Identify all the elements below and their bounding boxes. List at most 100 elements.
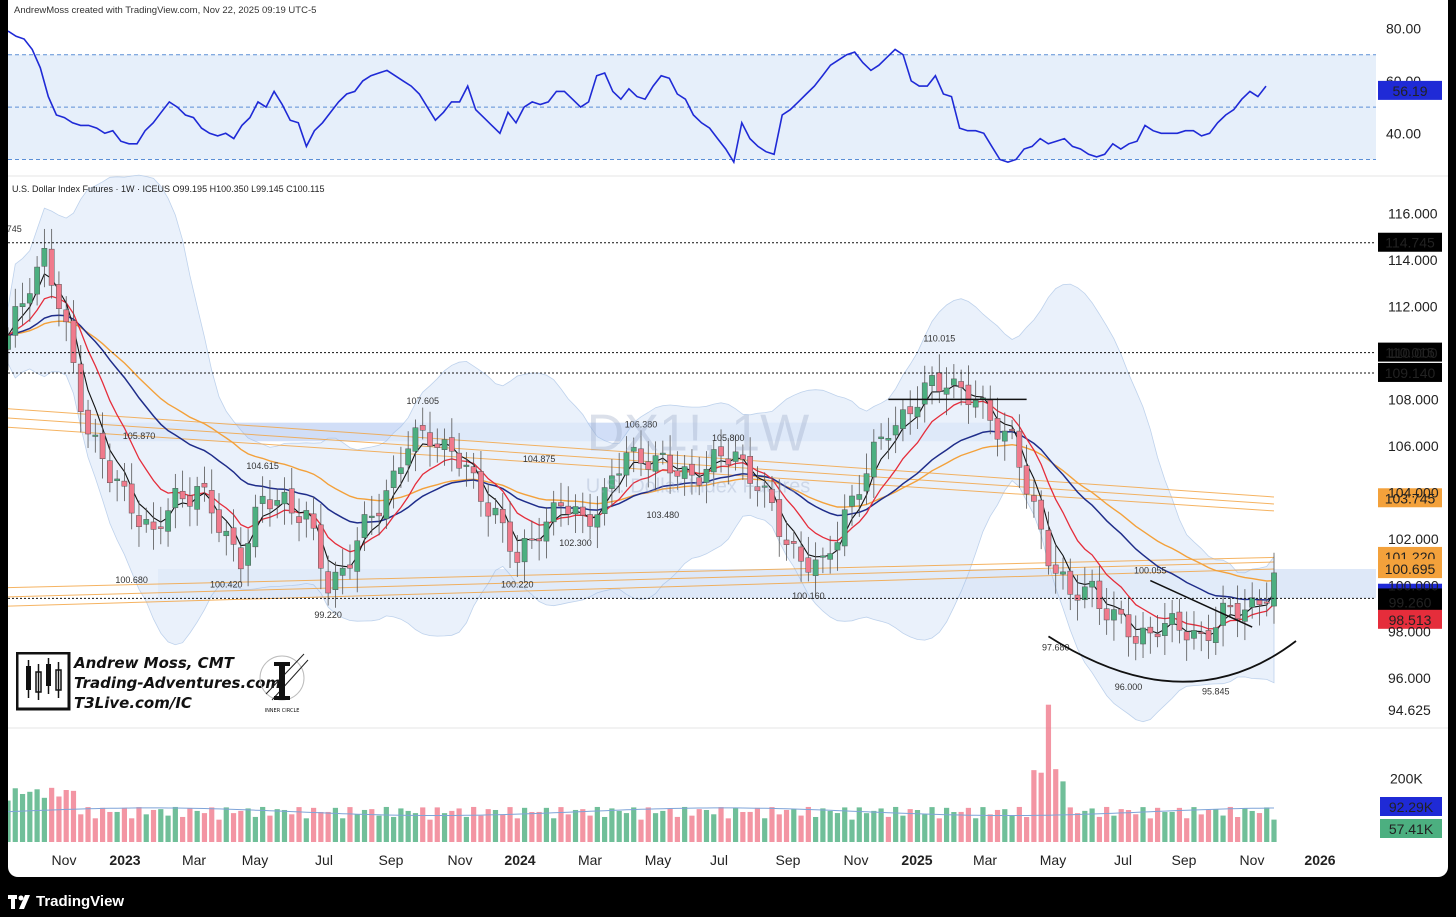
volume-bar [420, 807, 426, 842]
volume-bar [951, 812, 957, 842]
candle-body [696, 477, 703, 486]
price-y-tick: 116.000 [1388, 206, 1438, 222]
inner-circle-caption: INNER CIRCLE [265, 708, 300, 714]
volume-bar [1140, 807, 1146, 842]
volume-bar [325, 811, 331, 842]
candle-body [1096, 580, 1103, 609]
volume-bar [936, 818, 942, 842]
price-annotation: 104.875 [523, 454, 556, 464]
price-y-tick: 106.000 [1388, 438, 1439, 454]
candle-body [827, 553, 834, 560]
volume-bar [922, 814, 928, 842]
price-annotation: 105.870 [123, 431, 156, 441]
volume-bar [492, 809, 499, 842]
candle-body [776, 499, 783, 537]
price-y-tick: 100.000 [1388, 577, 1439, 593]
candle-body [485, 502, 492, 517]
volume-bar [1125, 810, 1132, 842]
price-annotation: 105.800 [712, 433, 745, 443]
volume-bar [347, 807, 353, 842]
chart-panel[interactable]: 80.0060.0040.0056.19114.745110.015109.14… [8, 0, 1448, 877]
candle-body [514, 551, 521, 563]
candle-body [194, 486, 201, 510]
volume-bar [871, 810, 877, 842]
candle-body [390, 470, 397, 488]
author-watermark: Andrew Moss, CMT Trading-Adventures.com … [16, 652, 309, 716]
candle-body [1089, 580, 1095, 588]
volume-bar [216, 819, 222, 842]
candle-body [274, 500, 281, 506]
candle-body [900, 409, 906, 429]
candle-body [812, 559, 819, 576]
volume-bar [1271, 819, 1277, 842]
volume-bar [747, 811, 753, 842]
price-annotation: 107.605 [406, 396, 439, 406]
volume-bar [856, 807, 862, 842]
candle-body [310, 513, 317, 529]
price-badge-bg [1378, 609, 1442, 629]
price-annotation: 100.055 [1134, 566, 1167, 576]
volume-bar [209, 807, 215, 842]
candle-body [798, 546, 804, 562]
x-axis-tick: Mar [578, 852, 602, 868]
volume-bar [1213, 809, 1219, 842]
volume-bar [441, 813, 448, 842]
candle-body [470, 466, 477, 474]
volume-bar [929, 807, 935, 842]
candle-body [216, 509, 222, 533]
candle-body [987, 399, 994, 421]
candle-body [398, 467, 404, 474]
volume-bar [769, 807, 775, 842]
volume-bar [114, 811, 120, 842]
price-y-tick: 102.000 [1388, 531, 1439, 547]
candle-body [616, 473, 623, 476]
volume-bar [27, 791, 33, 842]
volume-bar [1111, 815, 1117, 842]
price-annotation: 103.480 [647, 510, 680, 520]
volume-bar [1227, 806, 1233, 842]
candle-body [769, 488, 775, 504]
volume-bar [1133, 814, 1139, 842]
volume-bar [645, 807, 651, 842]
volume-bar [572, 809, 579, 842]
volume-bar [987, 814, 993, 842]
candle-body [8, 335, 11, 350]
candle-body [1118, 609, 1125, 615]
volume-bar [471, 806, 477, 842]
candle-body [427, 432, 433, 447]
volume-bar [70, 790, 77, 842]
tradingview-brand[interactable]: TradingView [8, 893, 124, 910]
price-y-tick: 114.000 [1388, 252, 1438, 268]
candle-body [645, 461, 652, 470]
candle-body [1031, 495, 1037, 502]
volume-bar [674, 816, 680, 842]
volume-bar [267, 815, 273, 842]
x-axis-tick: Jul [1114, 852, 1132, 868]
volume-bar [405, 810, 411, 842]
candle-body [907, 406, 914, 415]
volume-bar [609, 808, 615, 842]
volume-badge-label: 57.41K [1389, 821, 1434, 837]
rsi-current-label: 56.19 [1392, 83, 1427, 99]
candle-body [1001, 430, 1008, 442]
volume-bar [289, 814, 295, 842]
candle-body [623, 452, 630, 476]
x-axis-tick: Jul [710, 852, 728, 868]
volume-bar [754, 807, 761, 842]
volume-bar [1154, 807, 1161, 842]
candle-body [718, 446, 724, 457]
volume-bar [158, 809, 164, 842]
volume-bar [165, 815, 171, 842]
price-annotation: 100.420 [210, 580, 243, 590]
volume-bar [1118, 809, 1124, 842]
candle-body [558, 502, 564, 507]
price-y-tick: 94.625 [1388, 702, 1431, 718]
candle-body [187, 495, 193, 507]
volume-bar [813, 816, 819, 842]
chart-canvas[interactable]: 80.0060.0040.0056.19114.745110.015109.14… [8, 0, 1448, 877]
price-annotation: 14.745 [8, 224, 22, 234]
volume-bar [1074, 813, 1081, 842]
volume-bar [1169, 811, 1175, 842]
candle-body [26, 293, 33, 304]
volume-bar [56, 796, 62, 842]
